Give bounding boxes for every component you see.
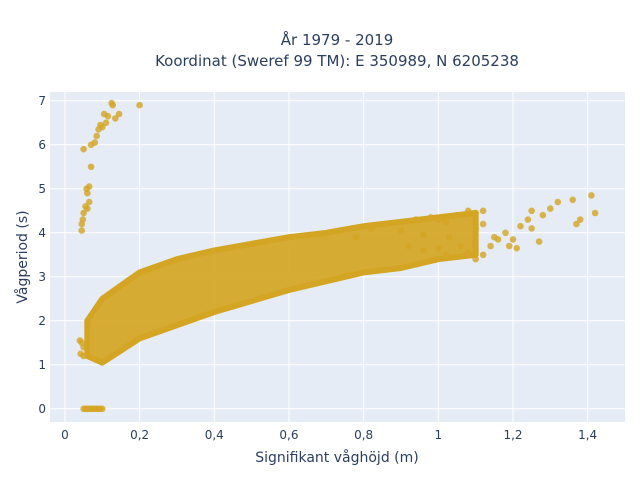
- x-tick-label: 1,2: [503, 428, 522, 442]
- x-tick-label: 1: [434, 428, 442, 442]
- data-point: [435, 216, 442, 223]
- x-tick-label: 0,6: [279, 428, 298, 442]
- data-point: [472, 209, 479, 217]
- y-tick-label: 7: [38, 94, 46, 108]
- x-tick-label: 0: [61, 428, 69, 442]
- data-point: [80, 352, 87, 360]
- data-point: [528, 207, 535, 215]
- x-tick-label: 0,4: [205, 428, 224, 442]
- data-point: [547, 205, 554, 212]
- data-point: [502, 229, 509, 237]
- data-point: [539, 211, 547, 219]
- chart-title-line2: Koordinat (Sweref 99 TM): E 350989, N 62…: [155, 52, 519, 70]
- dense-scatter-band: [84, 210, 479, 366]
- data-point: [528, 225, 535, 232]
- y-tick-labels: 0 1 2 3 4 5 6 7: [38, 94, 46, 416]
- y-tick-label: 5: [38, 182, 46, 196]
- data-point: [87, 163, 95, 171]
- data-point: [427, 214, 435, 221]
- data-point: [104, 112, 112, 120]
- data-point: [479, 207, 487, 215]
- data-point: [85, 198, 93, 206]
- y-tick-label: 6: [38, 138, 46, 152]
- data-point: [93, 132, 100, 140]
- data-point: [80, 145, 87, 153]
- data-point: [102, 119, 110, 127]
- chart-title-line1: År 1979 - 2019: [281, 30, 394, 49]
- data-point: [420, 231, 427, 239]
- data-point: [569, 196, 577, 204]
- data-point: [472, 225, 479, 232]
- data-point: [352, 233, 360, 241]
- data-point: [446, 233, 453, 241]
- data-point: [442, 251, 450, 259]
- data-points-layer: [76, 99, 599, 413]
- data-point: [442, 218, 450, 226]
- data-point: [505, 242, 513, 250]
- data-point: [98, 123, 106, 131]
- x-tick-label: 0,8: [354, 428, 373, 442]
- data-point: [98, 405, 106, 413]
- data-point: [535, 238, 543, 245]
- data-point: [115, 110, 123, 118]
- data-point: [136, 101, 143, 109]
- data-point: [80, 343, 87, 351]
- data-point: [420, 247, 427, 254]
- data-point: [85, 183, 93, 190]
- data-band-layer: [84, 210, 479, 366]
- data-point: [109, 101, 117, 109]
- x-axis-label: Signifikant våghöjd (m): [255, 449, 418, 466]
- data-point: [487, 242, 494, 250]
- data-point: [479, 251, 487, 259]
- data-point: [576, 216, 584, 223]
- y-axis-label: Vågperiod (s): [14, 210, 31, 303]
- data-point: [491, 233, 498, 241]
- data-point: [397, 227, 405, 234]
- data-point: [367, 225, 375, 232]
- data-point: [435, 244, 442, 252]
- data-point: [509, 236, 517, 243]
- data-point: [588, 192, 595, 199]
- y-tick-label: 4: [38, 226, 46, 240]
- data-point: [457, 242, 465, 250]
- data-point: [91, 139, 99, 146]
- y-tick-label: 1: [38, 358, 46, 372]
- data-point: [472, 255, 479, 263]
- x-tick-label: 0,2: [130, 428, 149, 442]
- data-point: [453, 211, 461, 219]
- x-tick-labels: 0 0,2 0,4 0,6 0,8 1 1,2 1,4: [61, 428, 597, 442]
- data-point: [80, 209, 87, 217]
- data-point: [524, 216, 532, 223]
- data-point: [464, 207, 472, 215]
- data-point: [573, 220, 580, 228]
- data-point: [554, 198, 562, 206]
- x-tick-label: 1,4: [578, 428, 597, 442]
- data-point: [112, 115, 119, 122]
- data-point: [84, 205, 91, 212]
- data-point: [513, 244, 521, 252]
- data-point: [464, 249, 472, 256]
- data-point: [591, 209, 599, 217]
- data-point: [382, 220, 390, 228]
- y-tick-label: 3: [38, 270, 46, 284]
- data-point: [412, 216, 420, 223]
- y-tick-label: 0: [38, 402, 46, 416]
- data-point: [479, 220, 487, 228]
- data-point: [79, 216, 87, 223]
- data-point: [405, 242, 412, 250]
- data-point: [517, 222, 524, 230]
- y-tick-label: 2: [38, 314, 46, 328]
- data-point: [78, 227, 86, 234]
